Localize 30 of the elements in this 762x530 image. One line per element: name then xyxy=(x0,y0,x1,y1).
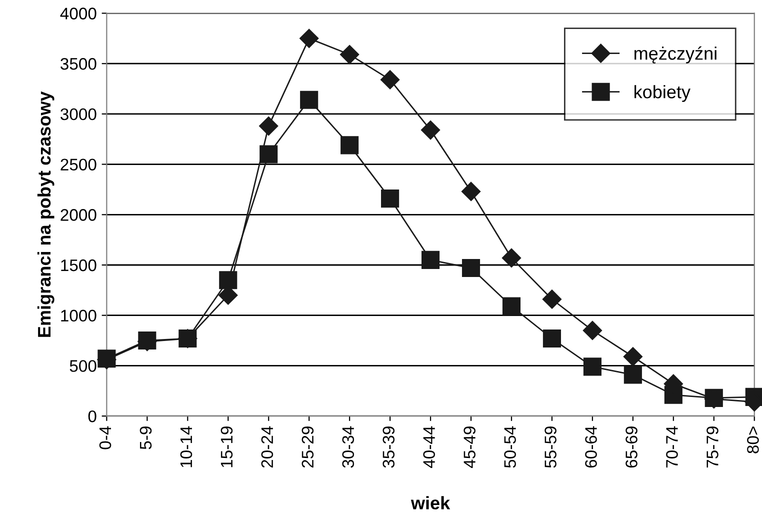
y-tick-label: 2000 xyxy=(60,209,96,221)
x-axis-title: wiek xyxy=(410,496,450,510)
x-tick-label: 35-39 xyxy=(382,426,395,468)
legend-label: mężczyźni xyxy=(634,46,716,64)
x-tick-label: 70-74 xyxy=(666,426,678,468)
x-tick-label: 15-19 xyxy=(220,426,233,468)
y-tick-label: 500 xyxy=(70,360,96,372)
y-tick-label: 3500 xyxy=(60,58,96,70)
y-axis-title: Emigranci na pobyt czasowy xyxy=(37,91,54,337)
x-tick-label: 5-9 xyxy=(140,426,152,450)
x-tick-label: 75-79 xyxy=(706,426,718,468)
x-tick-label: 65-69 xyxy=(626,426,638,468)
x-tick-label: 0-4 xyxy=(99,426,112,450)
x-tick-label: 80> xyxy=(747,426,759,454)
y-tick-label: 0 xyxy=(88,410,96,422)
y-tick-label: 2500 xyxy=(60,158,96,171)
x-tick-label: 40-44 xyxy=(423,426,436,468)
x-tick-label: 30-34 xyxy=(342,426,354,468)
x-tick-label: 25-29 xyxy=(302,426,314,468)
y-tick-label: 1000 xyxy=(61,310,96,322)
x-tick-label: 60-64 xyxy=(585,426,597,468)
y-tick-label: 4000 xyxy=(60,8,96,20)
x-tick-label: 45-49 xyxy=(464,426,476,468)
y-tick-label: 3000 xyxy=(60,108,96,120)
x-tick-label: 20-24 xyxy=(261,426,274,468)
legend-label: kobiety xyxy=(634,85,690,102)
x-tick-label: 50-54 xyxy=(504,426,516,468)
x-tick-label: 10-14 xyxy=(180,426,192,468)
y-tick-label: 1500 xyxy=(61,259,96,272)
x-tick-label: 55-59 xyxy=(544,426,556,468)
